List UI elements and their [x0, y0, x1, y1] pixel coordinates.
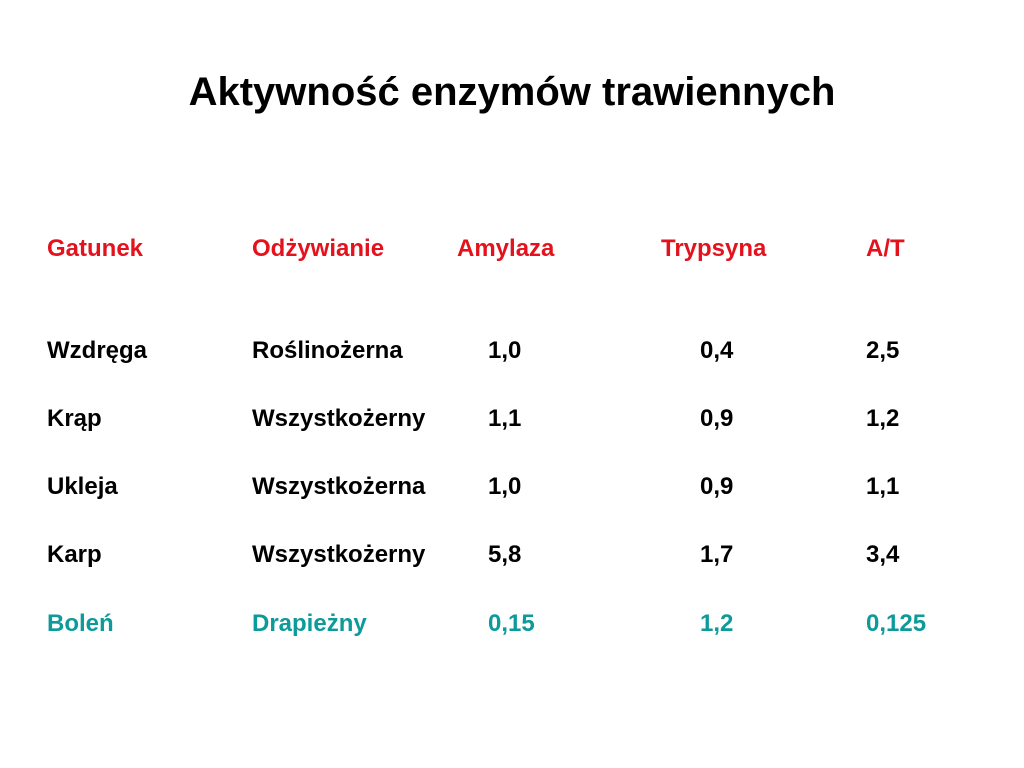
header-cell: Trypsyna [661, 235, 767, 262]
header-cell: Gatunek [47, 235, 144, 262]
table-cell: Ukleja [47, 473, 118, 500]
table-cell: Roślinożerna [252, 337, 403, 364]
table-cell: 1,0 [488, 473, 522, 500]
slide-title: Aktywność enzymów trawiennych [188, 70, 836, 114]
table-cell: Boleń [47, 610, 114, 637]
table-cell: 5,8 [488, 541, 522, 568]
table-cell: 2,5 [866, 337, 900, 364]
table-cell: 0,15 [488, 610, 535, 637]
table-cell: Krąp [47, 405, 102, 432]
table-cell: 1,7 [700, 541, 734, 568]
table-cell: 0,9 [700, 473, 734, 500]
header-cell: Odżywianie [252, 235, 385, 262]
table-cell: Wszystkożerny [252, 405, 426, 432]
header-cell: A/T [866, 235, 905, 262]
table-cell: Wszystkożerna [252, 473, 426, 500]
table-cell: 1,0 [488, 337, 522, 364]
table-cell: 0,9 [700, 405, 734, 432]
table-cell: 1,1 [866, 473, 900, 500]
table-cell: 1,2 [700, 610, 734, 637]
table-cell: 1,1 [488, 405, 522, 432]
table-cell: 0,4 [700, 337, 734, 364]
table-cell: Karp [47, 541, 102, 568]
table-cell: 3,4 [866, 541, 900, 568]
table-cell: 0,125 [866, 610, 927, 637]
header-cell: Amylaza [457, 235, 555, 262]
table-cell: Drapieżny [252, 610, 367, 637]
table-cell: 1,2 [866, 405, 900, 432]
table-cell: Wzdręga [47, 337, 148, 364]
table-cell: Wszystkożerny [252, 541, 426, 568]
